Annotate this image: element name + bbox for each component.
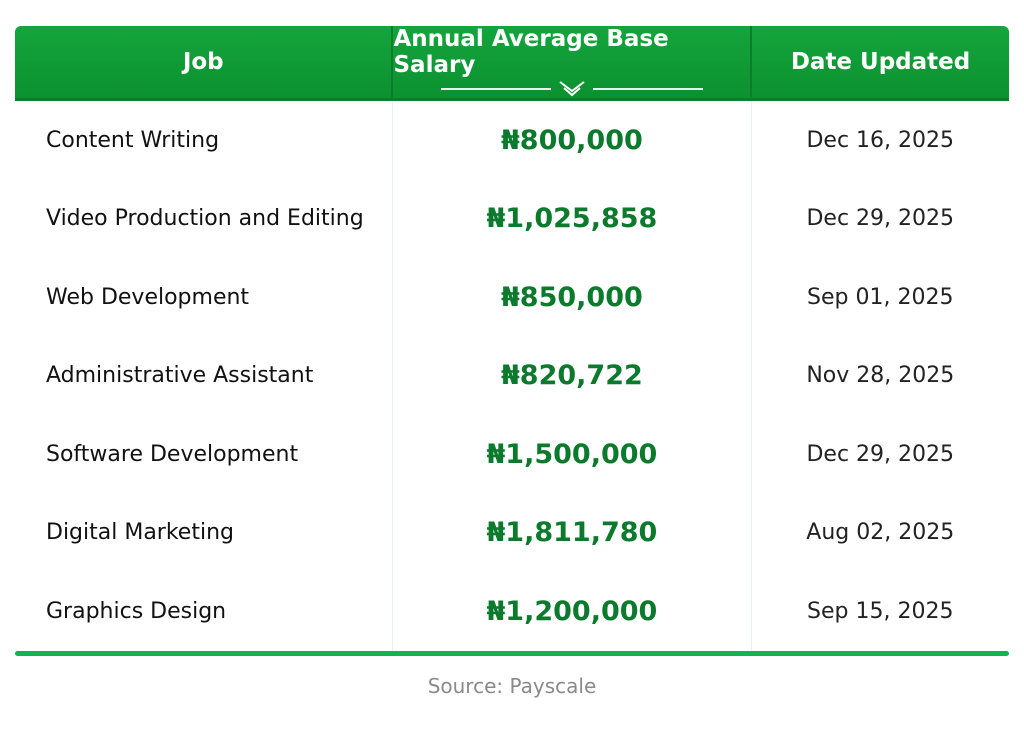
job-cell: Software Development xyxy=(46,441,299,467)
table-row: Video Production and Editing ₦1,025,858 De… xyxy=(15,179,1009,258)
job-cell: Administrative Assistant xyxy=(46,363,314,389)
date-cell: Sep 15, 2025 xyxy=(807,598,954,624)
salary-cell: ₦1,811,780 xyxy=(392,493,752,572)
column-header-label: Annual Average Base Salary xyxy=(393,26,669,78)
header-decoration xyxy=(440,80,703,98)
job-cell: Graphics Design xyxy=(46,598,227,624)
job-cell: Web Development xyxy=(46,284,250,310)
salary-cell: ₦820,722 xyxy=(392,336,752,415)
column-header-salary: Annual Average Base Salary xyxy=(391,26,750,98)
salary-cell: ₦1,200,000 xyxy=(392,572,752,651)
date-cell: Nov 28, 2025 xyxy=(806,363,955,389)
date-cell: Dec 29, 2025 xyxy=(806,441,955,467)
column-header-label: Job xyxy=(182,49,224,75)
table-row: Content Writing ₦800,000 Dec 16, 2025 xyxy=(15,101,1009,180)
date-cell: Aug 02, 2025 xyxy=(806,520,955,546)
date-cell: Dec 16, 2025 xyxy=(806,127,955,153)
table-row: Software Development ₦1,500,000 Dec 29, 20… xyxy=(15,415,1009,494)
table-row: Digital Marketing ₦1,811,780 Aug 02, 2025 xyxy=(15,493,1009,572)
column-header-date: Date Updated xyxy=(750,26,1009,98)
salary-cell: ₦1,025,858 xyxy=(392,179,752,258)
table-body: Content Writing ₦800,000 Dec 16, 2025 Video… xyxy=(15,101,1009,651)
salary-cell: ₦850,000 xyxy=(392,258,752,337)
salary-cell: ₦1,500,000 xyxy=(392,415,752,494)
table-bottom-border xyxy=(15,650,1009,656)
date-cell: Sep 01, 2025 xyxy=(807,284,954,310)
salary-table: Job Annual Average Base Salary Date Upda… xyxy=(15,26,1009,656)
table-row: Web Development ₦850,000 Sep 01, 2025 xyxy=(15,258,1009,337)
date-cell: Dec 29, 2025 xyxy=(806,206,955,232)
source-caption: Source: Payscale xyxy=(427,674,597,698)
table-row: Graphics Design ₦1,200,000 Sep 15, 2025 xyxy=(15,572,1009,651)
table-row: Administrative Assistant ₦820,722 Nov 28, … xyxy=(15,336,1009,415)
column-header-label: Date Updated xyxy=(790,49,971,75)
job-cell: Video Production and Editing xyxy=(46,206,364,232)
column-header-job: Job xyxy=(15,26,391,98)
table-header: Job Annual Average Base Salary Date Upda… xyxy=(15,26,1009,101)
job-cell: Content Writing xyxy=(46,127,220,153)
job-cell: Digital Marketing xyxy=(46,520,234,546)
salary-cell: ₦800,000 xyxy=(392,101,752,180)
double-chevron-down-icon xyxy=(559,81,585,97)
